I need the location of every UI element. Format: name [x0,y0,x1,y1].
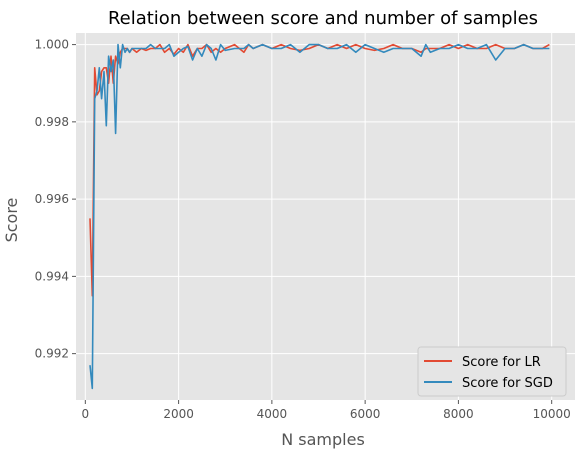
y-tick-label: 0.998 [35,115,69,129]
legend-label: Score for SGD [462,376,553,391]
x-axis-label: N samples [281,430,365,449]
x-tick-label: 6000 [350,407,381,421]
x-tick-label: 0 [82,407,90,421]
chart-title: Relation between score and number of sam… [108,8,538,29]
series-line-sgd [89,43,550,390]
series-lines [89,43,550,390]
axis-ticks: 0 2000 4000 6000 8000 10000 0.992 0.994 0.996 0.9… [35,38,571,421]
y-tick-label: 0.994 [35,269,69,283]
plot-area [76,33,575,400]
y-axis-label: Score [2,198,21,243]
x-tick-label: 8000 [443,407,474,421]
legend-box [417,346,567,397]
legend: Score for LR Score for SGD [417,346,567,397]
y-tick-label: 0.992 [35,347,69,361]
y-tick-label: 1.000 [35,38,69,52]
x-tick-label: 10000 [533,407,571,421]
x-tick-label: 4000 [257,407,288,421]
x-tick-label: 2000 [163,407,194,421]
legend-label: Score for LR [462,355,541,370]
y-tick-label: 0.996 [35,192,69,206]
